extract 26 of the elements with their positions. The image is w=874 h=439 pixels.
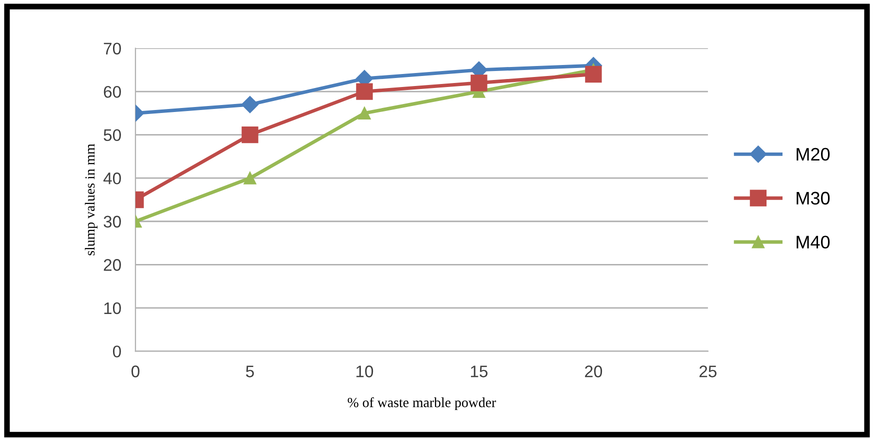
legend-label: M30 [796, 192, 830, 205]
x-tick-label: 20 [585, 366, 602, 378]
point [358, 106, 371, 120]
y-tick-label: 0 [112, 346, 121, 358]
legend-label: M20 [796, 148, 830, 161]
x-tick-label: 10 [356, 366, 374, 378]
x-tick-label: 25 [700, 366, 717, 378]
y-axis-title: slump values in mm [84, 144, 98, 256]
y-tick-label: 20 [104, 259, 121, 271]
y-tick-label: 50 [104, 129, 121, 142]
y-tick-label: 60 [104, 86, 121, 98]
x-tick-label: 5 [246, 366, 254, 378]
point [356, 83, 373, 100]
point [244, 172, 256, 184]
y-tick-label: 70 [104, 42, 121, 54]
y-tick-label: 40 [103, 172, 121, 184]
x-tick-label: 0 [131, 366, 140, 378]
x-axis-title: % of waste marble powder [348, 397, 496, 410]
y-tick-label: 10 [104, 302, 121, 314]
point [585, 66, 602, 83]
point [470, 74, 488, 92]
x-tick-label: 15 [470, 366, 488, 378]
legend-label: M40 [796, 236, 830, 249]
point [242, 126, 258, 144]
point [241, 96, 259, 114]
y-tick-label: 30 [104, 216, 121, 228]
